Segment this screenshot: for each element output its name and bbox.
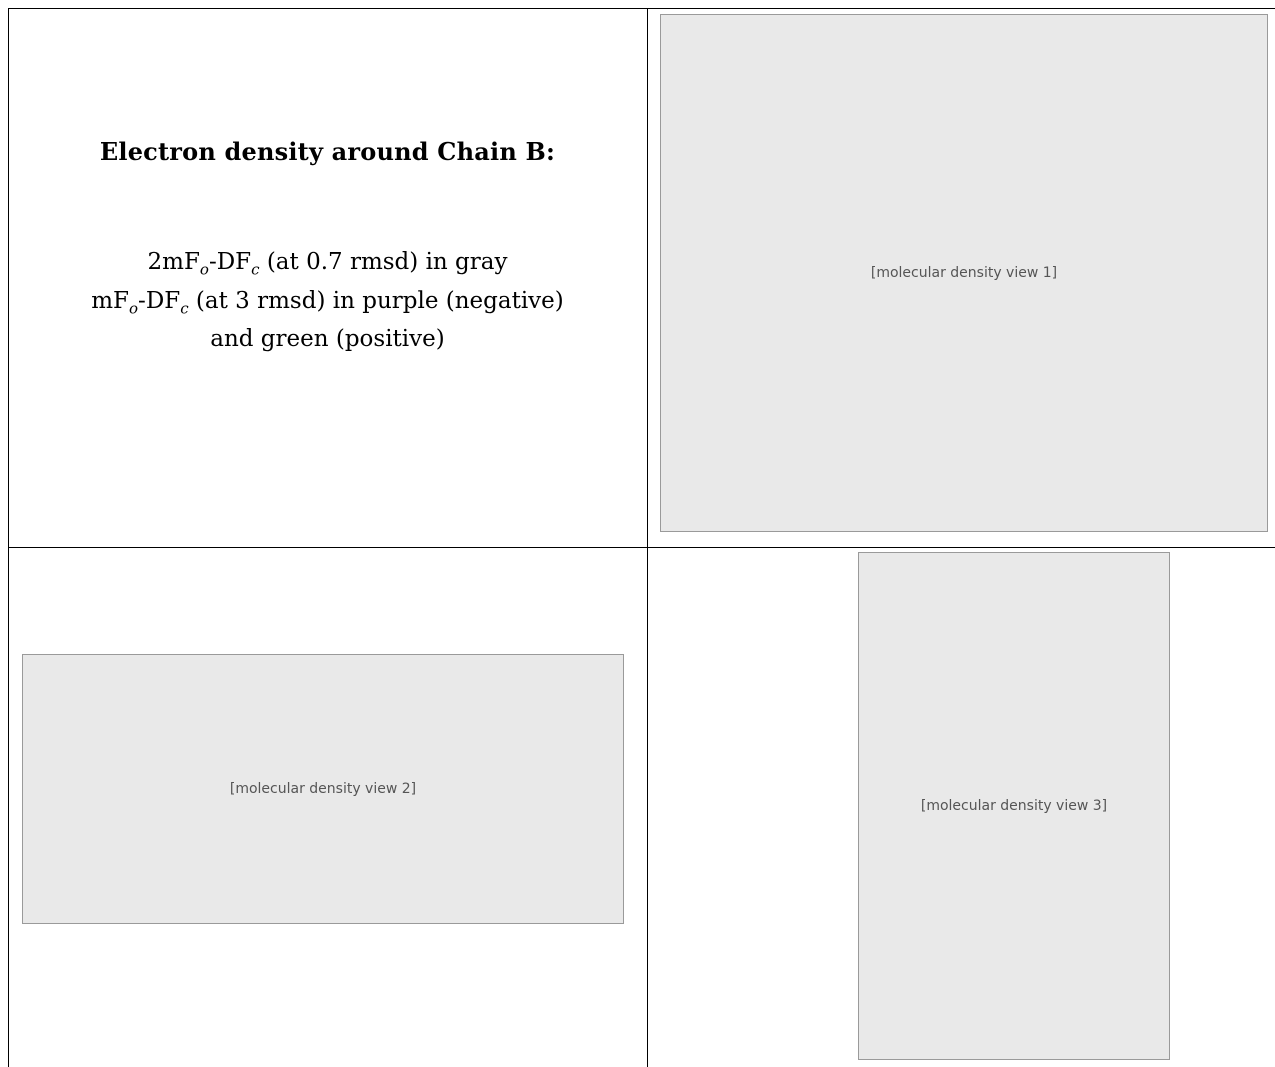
caption-line-2-mid: -DF [138,287,181,314]
caption-line-2-prefix: mF [91,287,130,314]
caption-line-2-sub1: o [129,299,139,318]
density-image-bottom-right: [molecular density view 3] [858,552,1170,1060]
caption-line-1-mid: -DF [208,249,252,275]
table-left-rule-upper [8,8,9,548]
caption-line-2-sub2: c [180,299,189,318]
caption-line-2: mFo-DFc (at 3 rmsd) in purple (negative) [8,286,647,325]
density-image-top-right: [molecular density view 1] [660,14,1268,532]
caption-line-1-suffix: (at 0.7 rmsd) in gray [259,249,508,275]
density-image-bottom-left: [molecular density view 2] [22,654,624,924]
caption-line-1-sub1: o [199,260,209,279]
caption-title: Electron density around Chain B: [99,137,556,166]
caption-line-2-suffix: (at 3 rmsd) in purple (negative) [188,287,564,314]
caption-line-3: and green (positive) [210,326,445,353]
caption-line-1: 2mFo-DFc (at 0.7 rmsd) in gray [8,247,647,286]
table-middle-rule [8,547,1275,548]
caption-line-1-sub2: c [251,260,260,279]
table-left-rule-lower [8,548,9,1067]
table-top-rule [8,8,1275,9]
caption-cell: Electron density around Chain B: 2mFo-DF… [8,9,647,547]
caption-body: 2mFo-DFc (at 0.7 rmsd) in gray mFo-DFc (… [8,247,647,355]
table-center-rule [647,8,648,1067]
caption-line-1-prefix: 2mF [147,249,200,275]
